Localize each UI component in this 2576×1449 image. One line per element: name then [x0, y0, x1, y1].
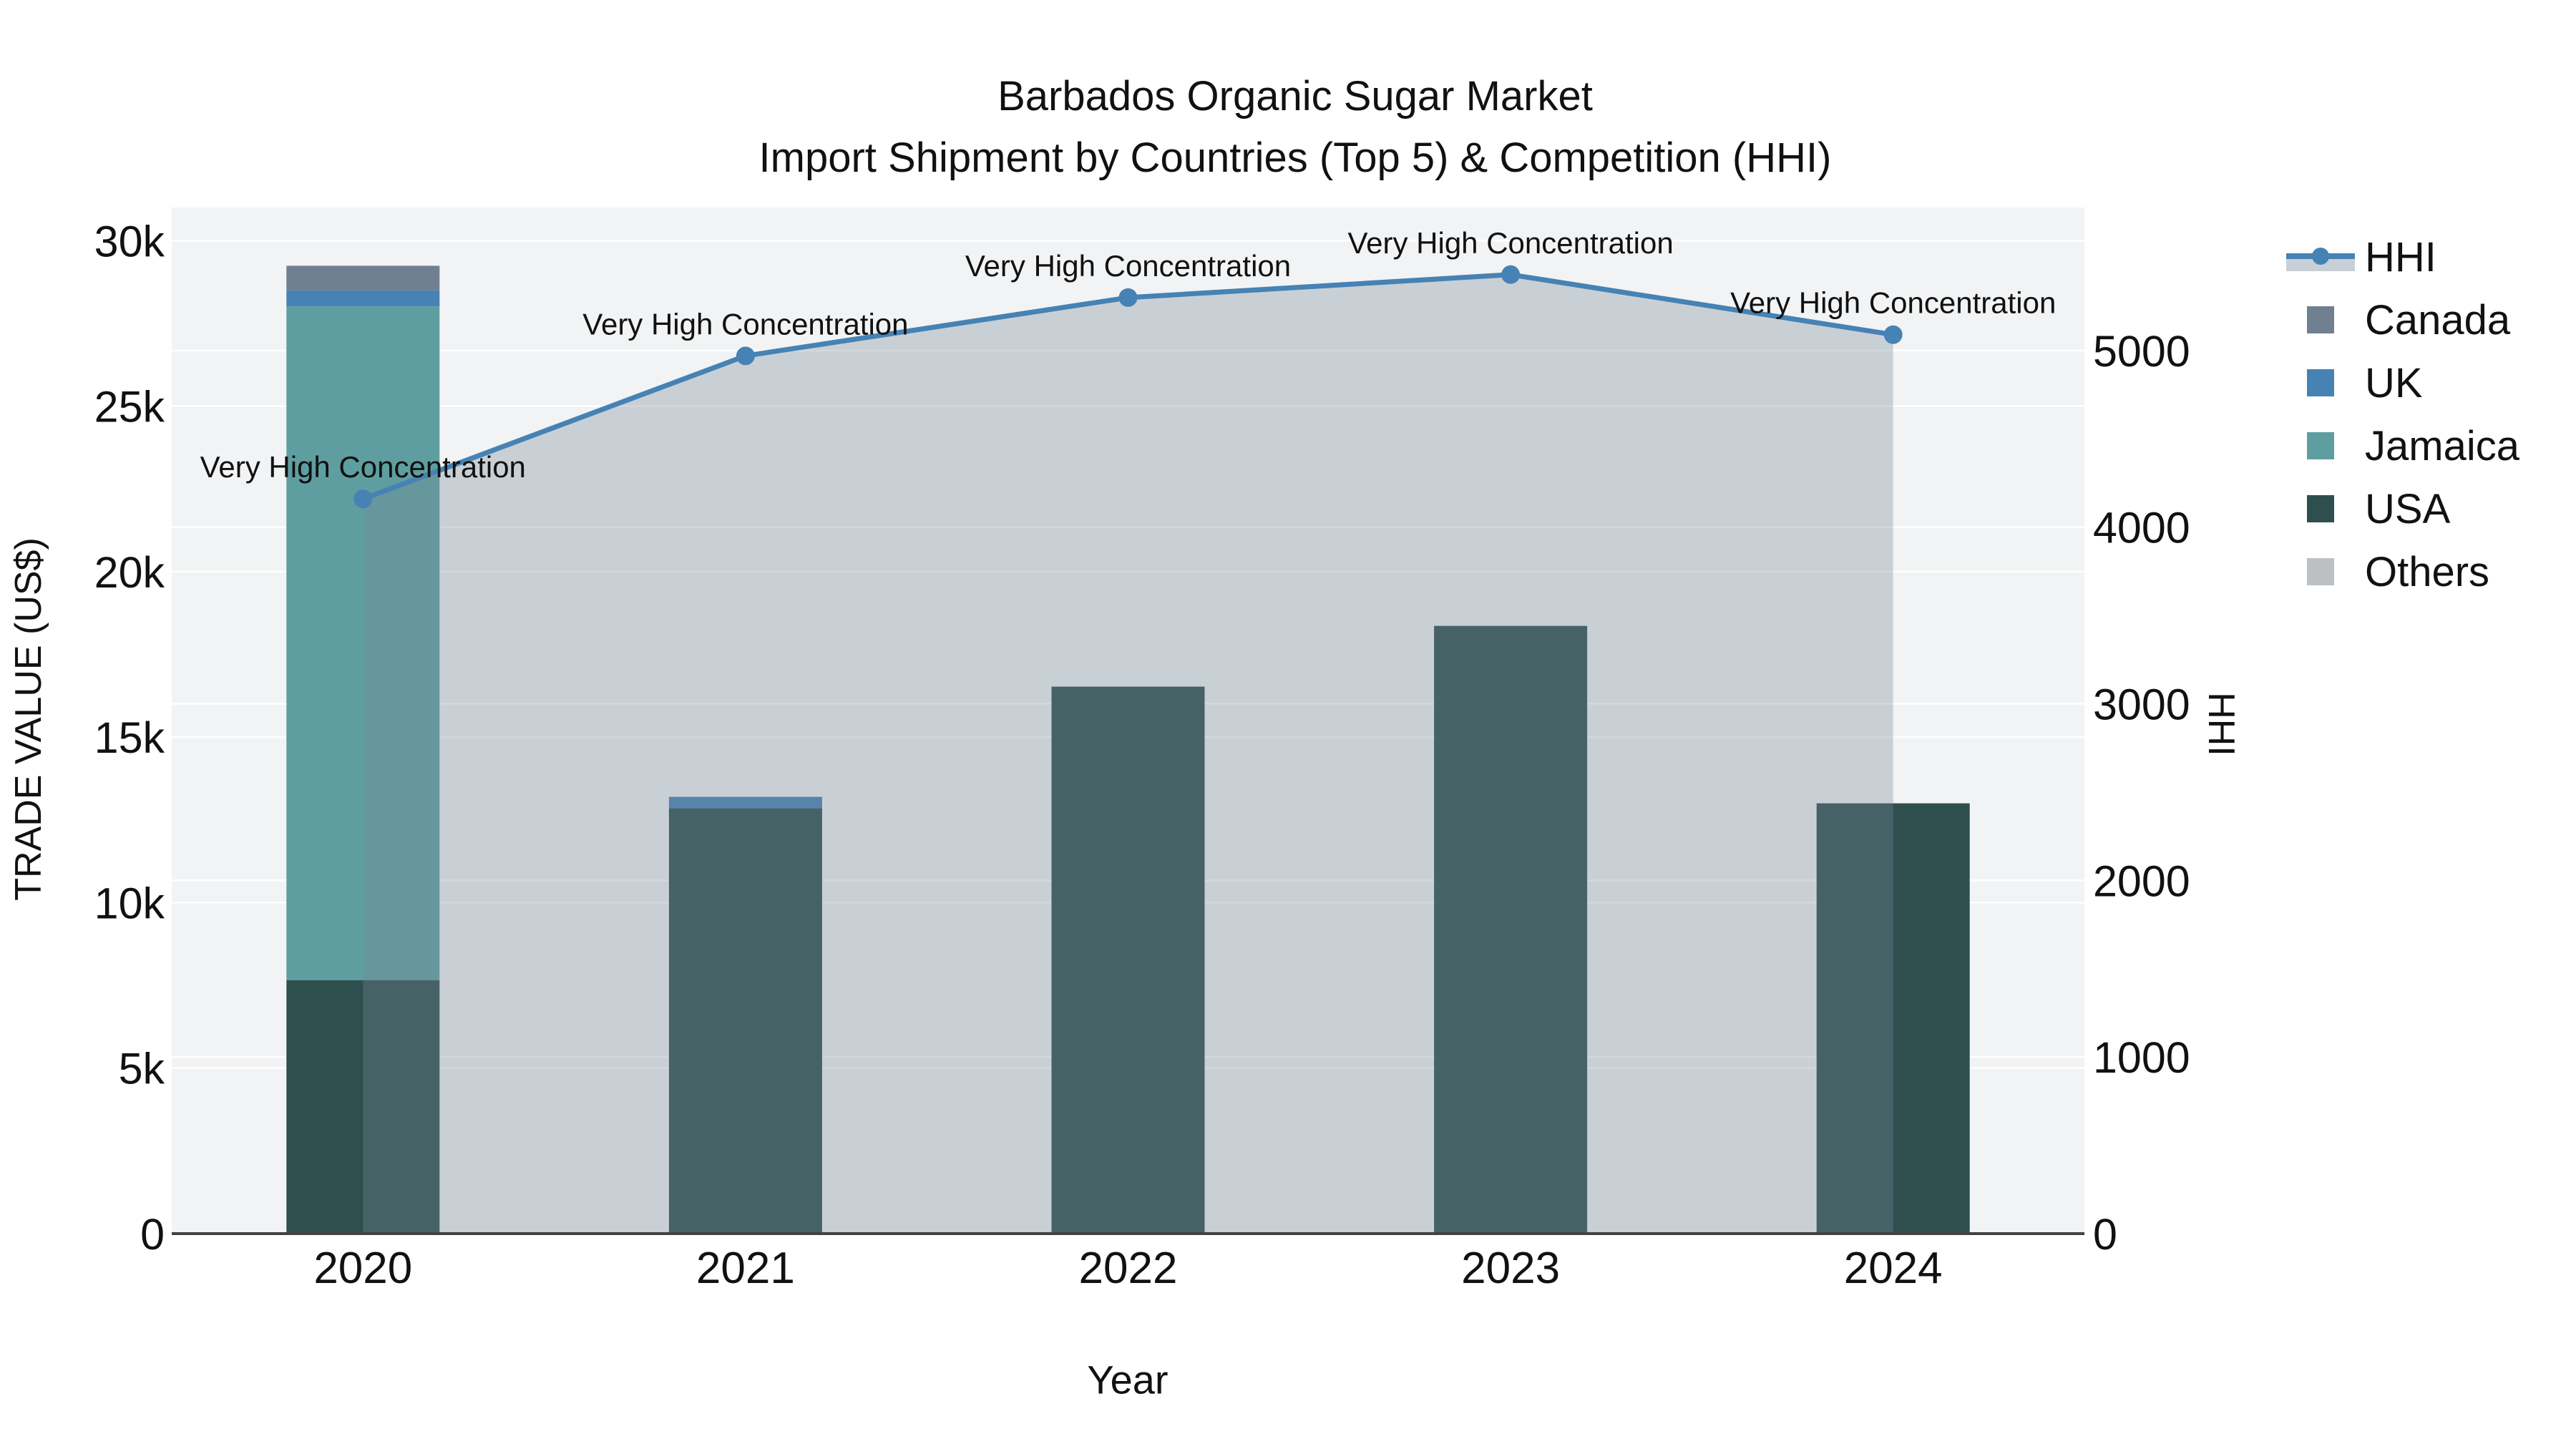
- x-tick-2020: 2020: [313, 1244, 412, 1293]
- legend-label: Jamaica: [2365, 422, 2519, 469]
- bar-canada-2020[interactable]: [286, 265, 440, 291]
- y-tick-right-0: 0: [2093, 1210, 2117, 1259]
- y-tick-left-30k: 30k: [94, 217, 165, 265]
- annotation-2023: Very High Concentration: [1347, 226, 1673, 260]
- y-tick-right-3000: 3000: [2093, 680, 2190, 729]
- annotation-2020: Very High Concentration: [200, 450, 526, 484]
- legend-item-hhi[interactable]: HHI: [2286, 225, 2519, 288]
- x-axis-title: Year: [1087, 1357, 1169, 1402]
- y-tick-right-1000: 1000: [2093, 1033, 2190, 1082]
- jamaica-swatch-icon: [2307, 432, 2334, 459]
- bar-usa-2020[interactable]: [286, 980, 440, 1234]
- x-tick-2021: 2021: [696, 1244, 795, 1293]
- chart-title-block: Barbados Organic Sugar Market Import Shi…: [759, 66, 1832, 189]
- legend-item-uk[interactable]: UK: [2286, 351, 2519, 414]
- bar-jamaica-2020[interactable]: [286, 306, 440, 980]
- legend-label: Others: [2365, 548, 2490, 595]
- legend-item-canada[interactable]: Canada: [2286, 288, 2519, 351]
- hhi-marker-2020[interactable]: [353, 489, 373, 509]
- hhi-area: [363, 274, 1893, 1234]
- chart-title: Barbados Organic Sugar Market: [997, 73, 1593, 119]
- x-tick-2024: 2024: [1844, 1244, 1943, 1293]
- legend-label: HHI: [2365, 233, 2436, 280]
- bar-uk-2020[interactable]: [286, 291, 440, 307]
- chart-subtitle: Import Shipment by Countries (Top 5) & C…: [758, 135, 1832, 181]
- hhi-marker-2021[interactable]: [736, 346, 755, 366]
- bar-usa-2022[interactable]: [1051, 686, 1205, 1234]
- y-tick-left-15k: 15k: [94, 713, 165, 762]
- hhi-marker-2024[interactable]: [1883, 325, 1903, 344]
- y-tick-left-20k: 20k: [94, 548, 165, 597]
- y-tick-right-5000: 5000: [2093, 327, 2190, 376]
- usa-swatch-icon: [2307, 495, 2334, 522]
- hhi-marker-2022[interactable]: [1118, 288, 1138, 307]
- left-axis-title: TRADE VALUE (US$): [8, 537, 49, 901]
- legend-label: UK: [2365, 359, 2423, 406]
- legend-item-jamaica[interactable]: Jamaica: [2286, 414, 2519, 477]
- bar-usa-2024[interactable]: [1816, 803, 1970, 1234]
- y-tick-left-5k: 5k: [119, 1045, 165, 1093]
- x-tick-2022: 2022: [1079, 1244, 1178, 1293]
- annotation-2024: Very High Concentration: [1730, 286, 2056, 320]
- bar-usa-2021[interactable]: [668, 808, 822, 1234]
- bar-usa-2023[interactable]: [1434, 625, 1588, 1234]
- legend-label: USA: [2365, 485, 2451, 532]
- right-axis-title: HHI: [2200, 692, 2242, 756]
- legend-item-others[interactable]: Others: [2286, 540, 2519, 603]
- legend-label: Canada: [2365, 296, 2511, 343]
- hhi-marker-2023[interactable]: [1501, 265, 1521, 284]
- y-tick-right-2000: 2000: [2093, 857, 2190, 905]
- legend: HHI Canada UK Jamaica USA Others: [2286, 225, 2519, 603]
- y-tick-left-0: 0: [140, 1210, 165, 1259]
- hhi-line-sample-icon: [2286, 241, 2355, 273]
- annotation-2021: Very High Concentration: [582, 307, 908, 341]
- y-tick-right-4000: 4000: [2093, 504, 2190, 552]
- legend-item-usa[interactable]: USA: [2286, 477, 2519, 540]
- bar-uk-2021[interactable]: [668, 796, 822, 809]
- x-tick-2023: 2023: [1461, 1244, 1560, 1293]
- uk-swatch-icon: [2307, 369, 2334, 396]
- others-swatch-icon: [2307, 558, 2334, 585]
- y-tick-left-10k: 10k: [94, 879, 165, 927]
- annotation-2022: Very High Concentration: [965, 249, 1291, 283]
- canada-swatch-icon: [2307, 306, 2334, 333]
- y-tick-left-25k: 25k: [94, 383, 165, 431]
